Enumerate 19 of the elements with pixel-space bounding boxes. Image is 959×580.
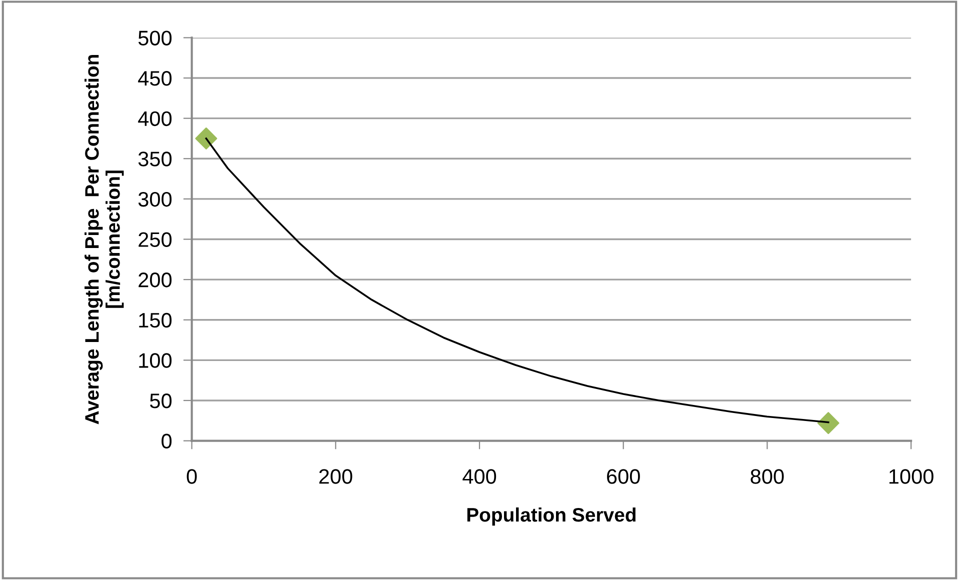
y-tick-label: 0 bbox=[162, 434, 172, 449]
x-tick-label: 800 bbox=[750, 469, 784, 484]
y-tick-label: 50 bbox=[150, 393, 172, 408]
y-axis-title: Average Length of Pipe Per Connection [m/connection] bbox=[84, 54, 124, 424]
x-tick-label: 0 bbox=[186, 469, 197, 484]
y-tick-label: 500 bbox=[138, 30, 172, 46]
x-axis-title: Population Served bbox=[467, 507, 636, 526]
y-tick-label: 200 bbox=[138, 272, 172, 288]
y-tick-label: 250 bbox=[138, 232, 172, 248]
x-tick-label: 1000 bbox=[889, 469, 934, 484]
y-tick-label: 350 bbox=[138, 152, 172, 166]
y-tick-label: 100 bbox=[139, 353, 172, 368]
x-tick-label: 200 bbox=[319, 469, 352, 484]
y-tick-label: 300 bbox=[138, 192, 172, 207]
y-tick-label: 450 bbox=[138, 71, 172, 86]
x-tick-label: 600 bbox=[607, 469, 640, 484]
y-tick-label: 400 bbox=[138, 111, 172, 126]
y-tick-label: 150 bbox=[139, 312, 172, 328]
x-tick-label: 400 bbox=[462, 469, 496, 484]
